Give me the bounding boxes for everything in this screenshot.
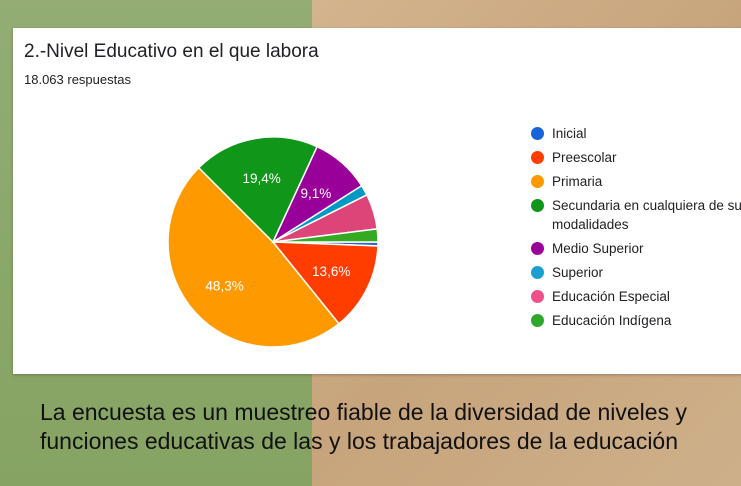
chart-legend: Inicial Preescolar Primaria Secundaria e… <box>531 124 741 335</box>
legend-label: Preescolar <box>552 150 617 165</box>
pie-data-label: 13,6% <box>312 264 350 279</box>
pie-slice-primaria[interactable] <box>167 166 340 348</box>
pie-slice-secundaria-en-cualquiera-de-sus-modalidades[interactable] <box>197 136 319 244</box>
response-count: 18.063 respuestas <box>24 72 131 87</box>
pie-data-label: 48,3% <box>205 279 243 294</box>
pie-data-label: 9,1% <box>301 186 332 201</box>
question-title: 2.-Nivel Educativo en el que labora <box>24 41 319 62</box>
legend-dot-icon <box>531 175 544 188</box>
legend-dot-icon <box>531 151 544 164</box>
legend-dot-icon <box>531 199 544 212</box>
legend-item-medio-superior[interactable]: Medio Superior <box>531 239 741 258</box>
caption-text: La encuesta es un muestreo fiable de la … <box>40 399 687 454</box>
survey-result-card: 2.-Nivel Educativo en el que labora 18.0… <box>13 28 741 374</box>
legend-label: Inicial <box>552 126 587 141</box>
pie-slice-preescolar[interactable] <box>271 241 379 325</box>
legend-dot-icon <box>531 314 544 327</box>
pie-chart: 13,6% 48,3% 19,4% 9,1% <box>167 136 379 348</box>
legend-label: Primaria <box>552 174 603 189</box>
legend-dot-icon <box>531 290 544 303</box>
legend-item-superior[interactable]: Superior <box>531 263 741 282</box>
legend-dot-icon <box>531 266 544 279</box>
legend-dot-icon <box>531 242 544 255</box>
legend-label: Educación Indígena <box>552 313 672 328</box>
legend-item-secundaria[interactable]: Secundaria en cualquiera de sus modalida… <box>531 196 741 234</box>
pie-data-label: 19,4% <box>242 171 280 186</box>
legend-item-primaria[interactable]: Primaria <box>531 172 741 191</box>
legend-item-inicial[interactable]: Inicial <box>531 124 741 143</box>
legend-label: Medio Superior <box>552 241 644 256</box>
pie-slice-educaci-n-ind-gena[interactable] <box>272 228 379 243</box>
legend-item-educacion-especial[interactable]: Educación Especial <box>531 287 741 306</box>
legend-label: Superior <box>552 265 604 280</box>
legend-item-preescolar[interactable]: Preescolar <box>531 148 741 167</box>
legend-dot-icon <box>531 127 544 140</box>
legend-label: Secundaria en cualquiera de sus modalida… <box>552 198 741 232</box>
legend-item-educacion-indigena[interactable]: Educación Indígena <box>531 311 741 330</box>
legend-label: Educación Especial <box>552 289 670 304</box>
